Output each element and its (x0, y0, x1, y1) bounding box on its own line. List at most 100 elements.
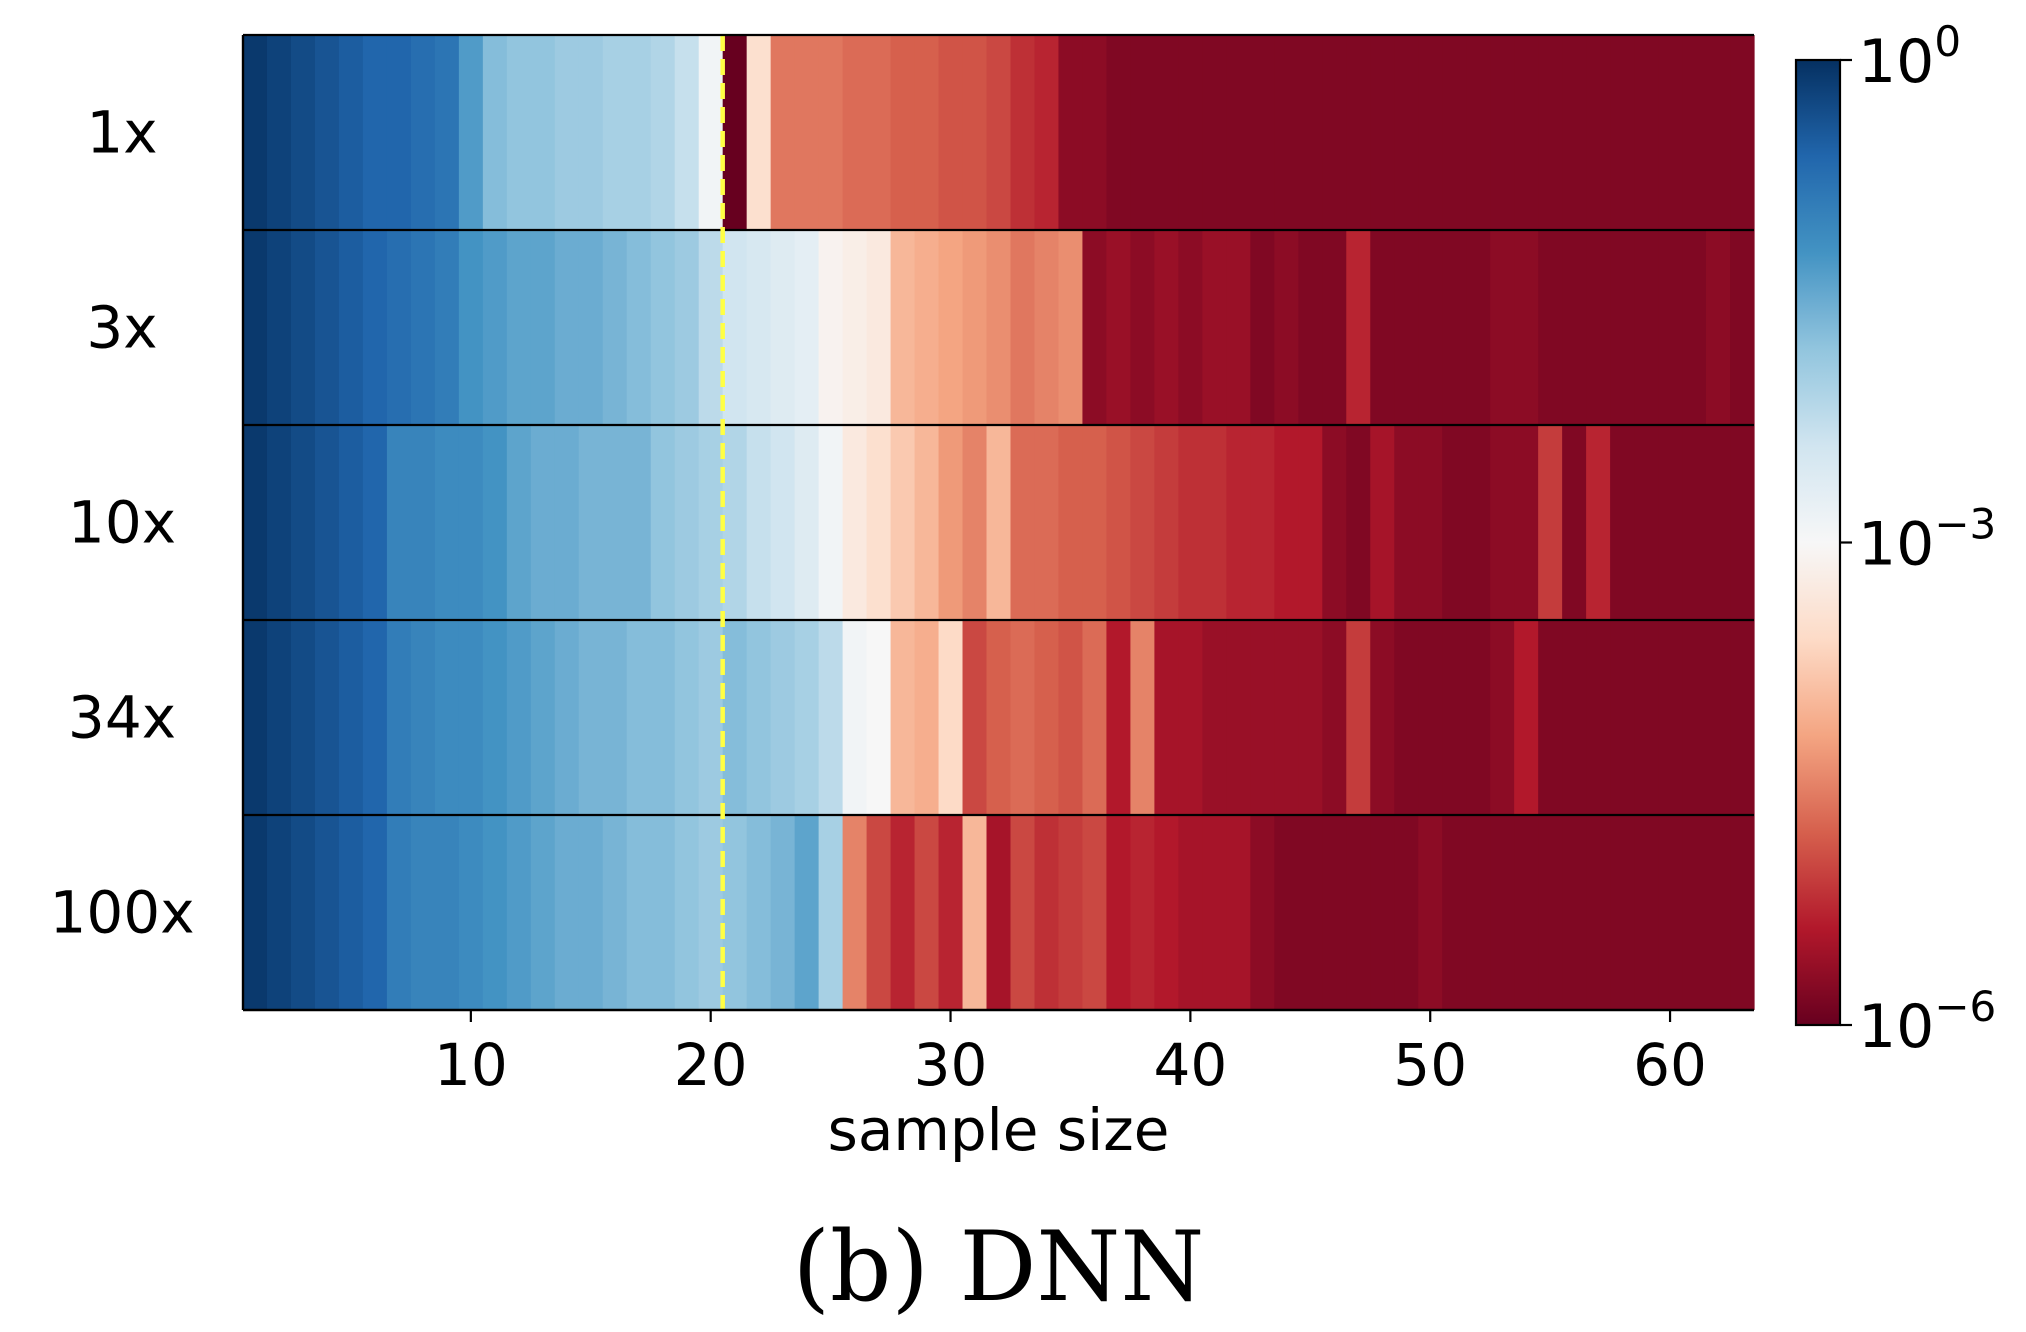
heatmap-cell (818, 425, 844, 620)
heatmap-cell (1442, 425, 1467, 620)
heatmap-cell (1202, 425, 1227, 620)
heatmap-cell (434, 620, 460, 815)
heatmap-cell (458, 425, 484, 620)
row-labels: 1x 3x 10x 34x 100x (49, 99, 194, 947)
heatmap-cell (314, 230, 340, 425)
heatmap-cell (794, 815, 820, 1010)
heatmap-cell (962, 620, 988, 815)
heatmap-cell (722, 815, 748, 1010)
heatmap-cell (1730, 230, 1755, 425)
heatmap-cell (794, 425, 820, 620)
colorbar-tick-label: 10−3 (1858, 500, 1996, 580)
heatmap-cell (386, 815, 412, 1010)
heatmap-cell (1682, 35, 1707, 230)
heatmap-cell (578, 425, 604, 620)
heatmap-cell (1298, 815, 1323, 1010)
heatmap-cell (410, 230, 436, 425)
heatmap-cell (1322, 230, 1347, 425)
heatmap-cell (1154, 35, 1179, 230)
heatmap-cell (1322, 620, 1347, 815)
heatmap-cell (890, 620, 916, 815)
heatmap-cell (314, 35, 340, 230)
x-tick-label: 60 (1633, 1031, 1707, 1099)
heatmap-cell (746, 620, 772, 815)
row-label: 3x (86, 294, 157, 362)
heatmap-cell (410, 815, 436, 1010)
heatmap-cell (554, 425, 580, 620)
heatmap-cell (818, 815, 844, 1010)
heatmap-cell (914, 620, 940, 815)
heatmap-cell (746, 35, 772, 230)
heatmap-cell (914, 230, 940, 425)
heatmap-cell (1082, 230, 1108, 425)
heatmap-cell (866, 425, 892, 620)
heatmap-cell (1226, 425, 1251, 620)
heatmap-cell (1130, 620, 1155, 815)
heatmap-cell (890, 815, 916, 1010)
heatmap-cell (650, 815, 676, 1010)
heatmap-cell (578, 230, 604, 425)
heatmap-cell (1490, 425, 1515, 620)
heatmap-cell (626, 425, 652, 620)
heatmap-cell (1418, 620, 1443, 815)
heatmap-cell (1730, 815, 1755, 1010)
heatmap-cell (1274, 35, 1299, 230)
heatmap-cell (1418, 425, 1443, 620)
heatmap-cell (338, 35, 364, 230)
colorbar-tick-label: 100 (1858, 17, 1961, 97)
heatmap-cell (914, 35, 940, 230)
heatmap-cell (1322, 815, 1347, 1010)
heatmap-cell (650, 425, 676, 620)
heatmap-cell (1178, 620, 1203, 815)
figure-caption: (b) DNN (793, 1211, 1205, 1323)
heatmap-cell (338, 425, 364, 620)
heatmap-cell (458, 620, 484, 815)
heatmap-cell (1322, 35, 1347, 230)
heatmap-cell (1634, 620, 1659, 815)
heatmap-cell (1082, 620, 1108, 815)
heatmap-cell (482, 35, 508, 230)
heatmap-cell (674, 425, 700, 620)
heatmap-cell (722, 620, 748, 815)
heatmap-cell (866, 620, 892, 815)
heatmap-cell (1658, 35, 1683, 230)
heatmap-cell (1178, 35, 1203, 230)
heatmap-cell (1298, 35, 1323, 230)
heatmap-cell (1490, 620, 1515, 815)
heatmap-cell (1250, 815, 1275, 1010)
heatmap-cell (266, 35, 292, 230)
heatmap-cell (746, 230, 772, 425)
heatmap-cell (506, 35, 532, 230)
heatmap-cell (890, 35, 916, 230)
x-axis-label: sample size (828, 1096, 1170, 1164)
heatmap-cell (1010, 425, 1036, 620)
heatmap-cell (986, 425, 1012, 620)
heatmap-cell (1394, 425, 1419, 620)
heatmap-cell (338, 815, 364, 1010)
heatmap-cell (746, 425, 772, 620)
heatmap-cell (626, 35, 652, 230)
heatmap-cell (243, 620, 268, 815)
heatmap-cell (1106, 620, 1132, 815)
heatmap-cell (914, 815, 940, 1010)
heatmap-cell (1130, 425, 1155, 620)
heatmap-cell (1730, 620, 1755, 815)
heatmap-cell (1466, 35, 1491, 230)
x-tick-label: 20 (674, 1031, 748, 1099)
row-label: 34x (68, 684, 176, 752)
heatmap-cell (1034, 425, 1060, 620)
heatmap-cell (338, 230, 364, 425)
heatmap-cell (1538, 425, 1563, 620)
heatmap-cell (842, 35, 868, 230)
heatmap-cell (1514, 35, 1539, 230)
heatmap-cell (1274, 620, 1299, 815)
heatmap-cell (1418, 815, 1443, 1010)
heatmap-cell (722, 425, 748, 620)
heatmap-cell (338, 620, 364, 815)
heatmap-cell (1226, 35, 1251, 230)
heatmap-cell (458, 815, 484, 1010)
heatmap-cell (842, 620, 868, 815)
heatmap-cell (1466, 815, 1491, 1010)
heatmap-cell (386, 620, 412, 815)
heatmap-cell (1202, 35, 1227, 230)
